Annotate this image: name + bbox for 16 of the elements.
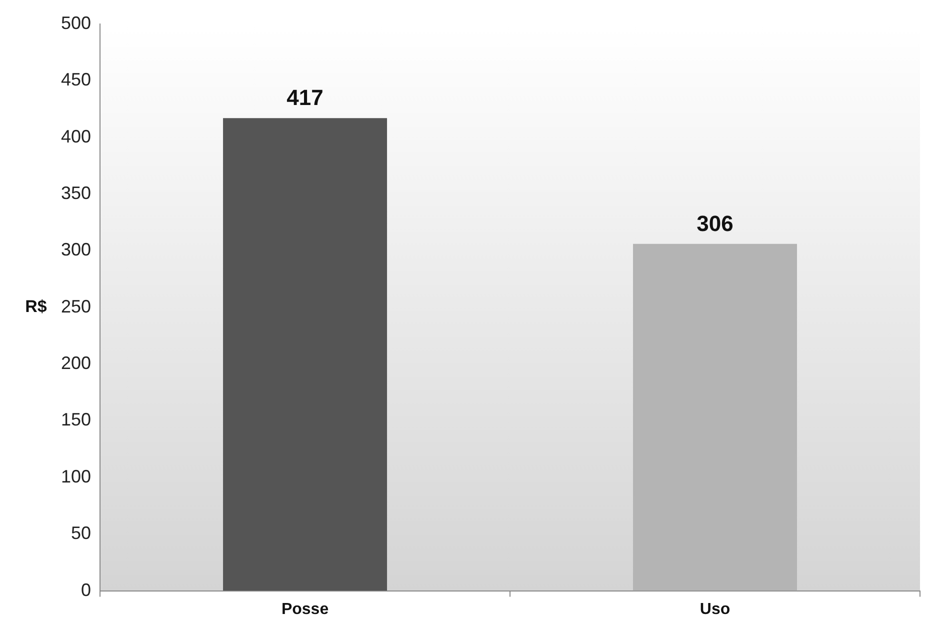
- y-tick-label: 350: [60, 183, 92, 204]
- y-tick-label: 200: [60, 353, 92, 374]
- data-label: 306: [696, 210, 734, 236]
- y-tick-label: 450: [60, 70, 92, 90]
- y-tick-label: 50: [71, 523, 92, 544]
- x-tick-label: Posse: [281, 600, 329, 618]
- y-tick-label: 500: [60, 12, 92, 33]
- y-tick-label: 300: [60, 240, 92, 260]
- y-tick-label: 100: [60, 466, 92, 486]
- y-axis-title: R$: [25, 297, 48, 316]
- y-tick-label: 150: [60, 410, 92, 430]
- y-tick-label: 400: [60, 126, 92, 146]
- x-tick-label: Uso: [700, 600, 730, 618]
- y-tick-label: 0: [81, 580, 92, 600]
- data-label: 417: [286, 85, 324, 110]
- y-tick-label: 250: [60, 296, 92, 316]
